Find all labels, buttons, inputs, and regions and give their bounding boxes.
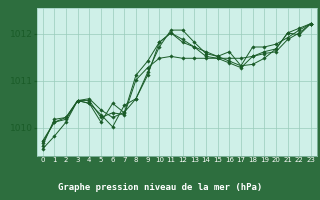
Text: Graphe pression niveau de la mer (hPa): Graphe pression niveau de la mer (hPa): [58, 183, 262, 192]
